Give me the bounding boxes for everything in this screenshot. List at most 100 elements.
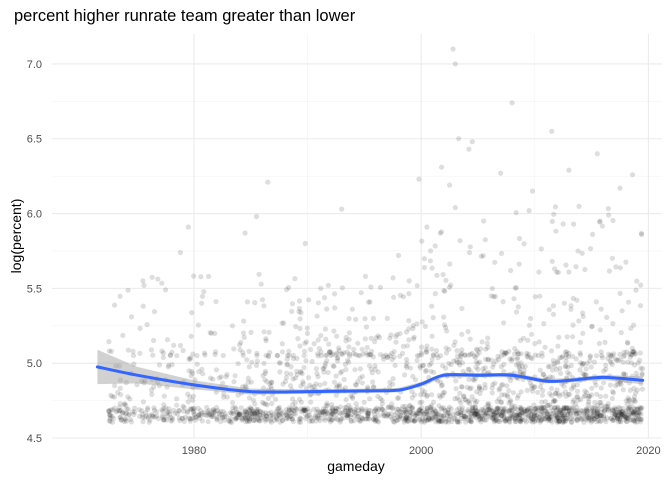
scatter-point bbox=[242, 409, 248, 415]
scatter-point bbox=[423, 409, 429, 415]
scatter-point bbox=[255, 417, 262, 423]
scatter-point bbox=[342, 385, 348, 391]
scatter-point bbox=[584, 360, 590, 366]
scatter-point bbox=[412, 392, 418, 398]
scatter-point bbox=[574, 382, 580, 388]
scatter-point bbox=[455, 353, 461, 359]
scatter-point bbox=[637, 416, 643, 423]
scatter-point bbox=[628, 417, 634, 423]
scatter-point bbox=[284, 370, 290, 376]
scatter-point bbox=[213, 389, 219, 395]
scatter-point bbox=[473, 408, 479, 414]
scatter-point bbox=[594, 409, 600, 415]
scatter-point bbox=[547, 374, 553, 380]
scatter-point bbox=[528, 355, 534, 361]
scatter-point bbox=[405, 418, 411, 424]
scatter-point bbox=[323, 336, 329, 342]
scatter-point bbox=[234, 409, 240, 415]
scatter-point bbox=[286, 348, 292, 354]
scatter-point bbox=[260, 409, 266, 415]
scatter-point bbox=[169, 415, 175, 421]
scatter-point bbox=[536, 269, 542, 275]
scatter-point bbox=[390, 275, 396, 281]
scatter-point bbox=[417, 407, 423, 413]
scatter-point bbox=[626, 412, 632, 418]
scatter-point bbox=[632, 390, 639, 396]
scatter-point bbox=[621, 371, 627, 377]
scatter-point bbox=[565, 364, 571, 370]
scatter-point bbox=[246, 418, 252, 425]
scatter-point bbox=[493, 358, 499, 364]
scatter-point bbox=[438, 418, 444, 424]
scatter-point bbox=[597, 412, 604, 418]
scatter-point bbox=[355, 379, 361, 385]
scatter-point bbox=[164, 337, 171, 343]
scatter-point bbox=[541, 405, 548, 411]
scatter-point bbox=[620, 359, 626, 365]
scatter-point bbox=[513, 362, 519, 368]
scatter-point bbox=[267, 349, 273, 356]
scatter-point bbox=[519, 409, 525, 415]
scatter-point bbox=[267, 381, 273, 387]
scatter-point bbox=[538, 418, 544, 424]
scatter-point bbox=[403, 415, 409, 421]
scatter-point bbox=[500, 299, 506, 305]
scatter-point bbox=[303, 408, 309, 414]
scatter-point bbox=[419, 416, 425, 422]
scatter-point bbox=[362, 336, 368, 342]
scatter-point bbox=[424, 406, 430, 412]
scatter-point bbox=[535, 352, 541, 359]
y-axis-ticks: 4.55.05.56.06.57.0 bbox=[27, 59, 42, 445]
scatter-point bbox=[214, 414, 220, 420]
scatter-point bbox=[594, 411, 600, 417]
scatter-point bbox=[199, 366, 205, 372]
scatter-point bbox=[285, 414, 291, 420]
scatter-point bbox=[568, 407, 575, 413]
x-tick-label: 2000 bbox=[409, 445, 433, 457]
scatter-point bbox=[477, 416, 483, 422]
scatter-point bbox=[453, 386, 459, 392]
scatter-point bbox=[440, 272, 446, 278]
scatter-point bbox=[587, 354, 593, 360]
scatter-point bbox=[335, 406, 341, 412]
scatter-point bbox=[490, 364, 496, 370]
scatter-point bbox=[264, 416, 270, 422]
scatter-point bbox=[313, 418, 319, 424]
scatter-point bbox=[424, 411, 430, 417]
scatter-point bbox=[240, 416, 246, 422]
scatter-point bbox=[625, 299, 632, 305]
scatter-point bbox=[473, 407, 479, 413]
scatter-point bbox=[185, 408, 191, 414]
scatter-point bbox=[473, 411, 479, 417]
scatter-point bbox=[288, 371, 294, 377]
scatter-point bbox=[608, 415, 614, 421]
scatter-point bbox=[448, 282, 454, 288]
scatter-point bbox=[437, 394, 443, 400]
scatter-point bbox=[364, 416, 370, 422]
scatter-point bbox=[531, 384, 537, 390]
scatter-point bbox=[621, 352, 628, 358]
scatter-point bbox=[570, 382, 577, 388]
scatter-point bbox=[166, 409, 172, 415]
scatter-point bbox=[328, 417, 334, 423]
scatter-point bbox=[192, 377, 198, 383]
scatter-point bbox=[552, 266, 558, 272]
scatter-point bbox=[273, 414, 280, 420]
scatter-point bbox=[432, 291, 438, 297]
scatter-point bbox=[566, 405, 572, 411]
scatter-point bbox=[344, 413, 351, 419]
scatter-point bbox=[563, 405, 569, 411]
scatter-point bbox=[518, 418, 524, 424]
scatter-point bbox=[106, 418, 112, 424]
scatter-point bbox=[122, 410, 128, 417]
scatter-point bbox=[494, 406, 500, 412]
scatter-point bbox=[605, 406, 611, 412]
scatter-point bbox=[341, 376, 347, 383]
scatter-point bbox=[254, 410, 260, 416]
scatter-point bbox=[507, 399, 513, 405]
scatter-point bbox=[227, 419, 233, 425]
scatter-point bbox=[166, 362, 172, 368]
scatter-point bbox=[554, 414, 560, 420]
scatter-point bbox=[581, 416, 587, 422]
scatter-point bbox=[400, 415, 406, 422]
